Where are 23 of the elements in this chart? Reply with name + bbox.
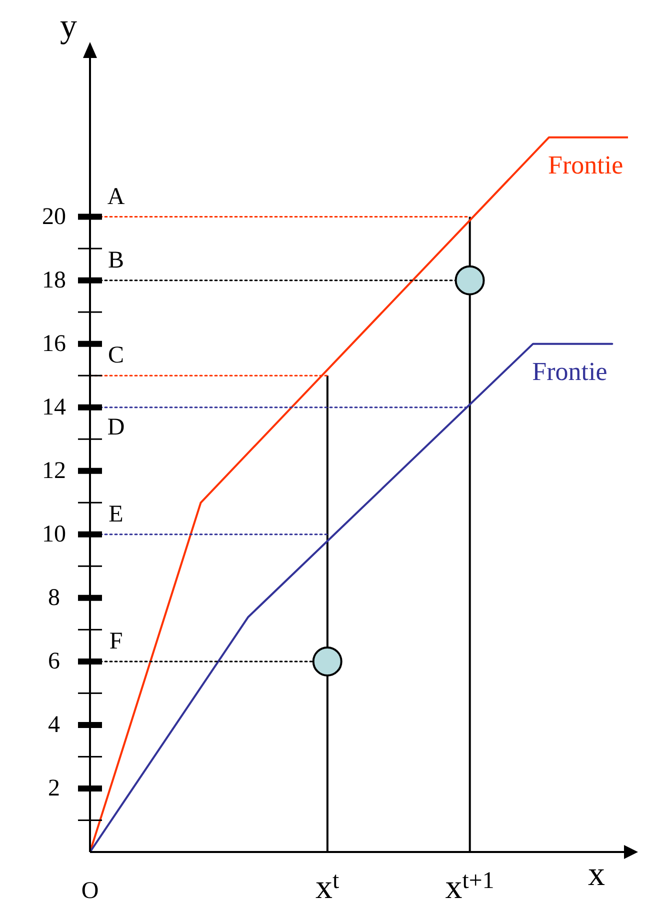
annotation: D (107, 414, 125, 440)
annotation: C (108, 342, 124, 369)
series-label: Frontie (548, 150, 624, 180)
annotation: E (108, 501, 124, 528)
y-tick-label: 20 (42, 204, 66, 230)
x-tick-label: x$^{t}$ (316, 868, 340, 906)
y-tick-label: 8 (48, 584, 60, 611)
y-tick-label: 4 (48, 712, 60, 738)
series-label: Frontie (532, 356, 608, 386)
annotation: B (108, 247, 124, 274)
annotation: A (107, 184, 126, 210)
y-tick-label: 6 (48, 648, 60, 674)
y-tick-label: 14 (42, 394, 66, 420)
y-tick-label: 16 (42, 330, 66, 357)
y-tick-label: 12 (42, 458, 66, 484)
y-axis-title: y (60, 8, 77, 46)
annotation: F (109, 628, 123, 654)
x-axis-title: x (588, 856, 605, 894)
x-tick-label: x$^{t+1}$ (445, 868, 494, 906)
y-tick-label: 10 (42, 521, 66, 548)
x-tick-label: O (81, 878, 99, 904)
y-tick-label: 2 (48, 775, 60, 802)
y-tick-label: 18 (42, 267, 66, 294)
